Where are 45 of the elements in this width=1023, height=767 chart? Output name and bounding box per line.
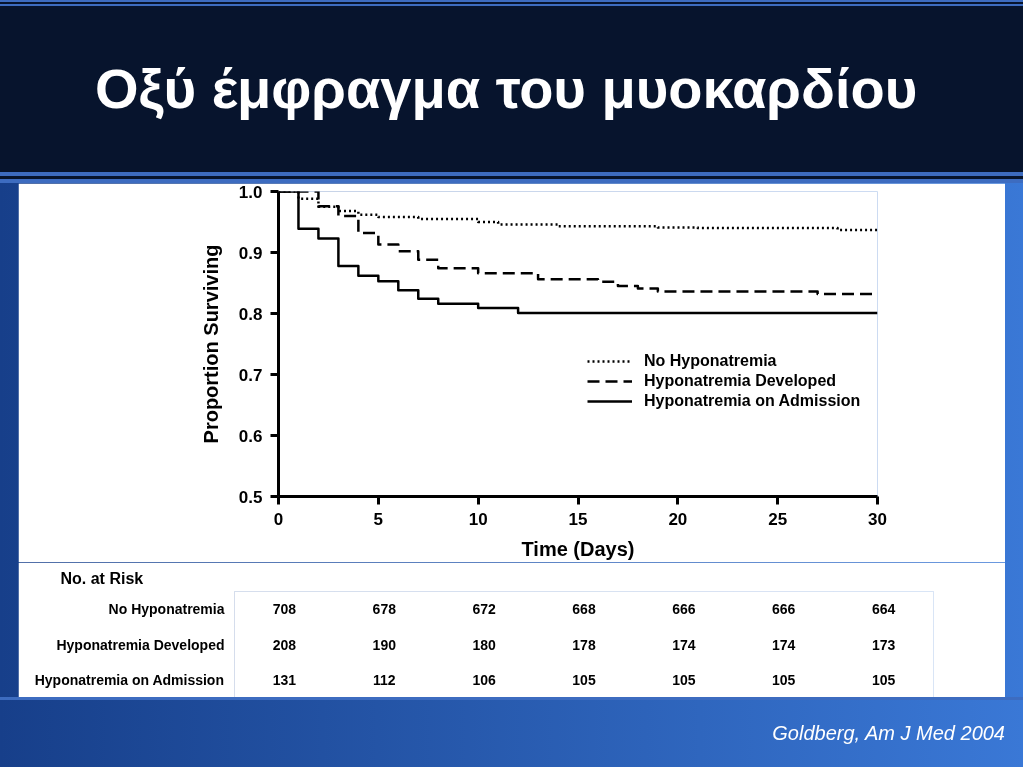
data-label: 190: [372, 636, 397, 653]
data-label: 105: [672, 671, 696, 688]
data-label: 208: [272, 636, 297, 653]
text: No. at Risk: [60, 569, 144, 587]
data-label: 106: [472, 671, 497, 688]
legend-label: Hyponatremia Developed: [644, 372, 837, 390]
data-label: 672: [472, 601, 497, 618]
data-label: 666: [672, 601, 696, 618]
chart-title: Οξύ έμφραγμα του μυοκαρδίου: [95, 56, 918, 122]
legend-label: Hyponatremia on Admission: [644, 392, 861, 410]
data-label: 105: [772, 671, 796, 688]
y-axis-title: Proportion Surviving: [199, 244, 222, 444]
y-tick-label: No Hyponatremia: [108, 601, 225, 618]
y-tick-label: 1.0: [238, 182, 263, 202]
data-label: 173: [871, 636, 896, 653]
x-tick-label: 20: [668, 509, 688, 529]
x-tick-label: 15: [568, 509, 588, 529]
data-label: 666: [772, 601, 796, 618]
x-tick-label: 25: [768, 509, 788, 529]
data-label: 178: [572, 636, 596, 653]
x-tick-label: 5: [373, 509, 384, 529]
x-tick-label: 0: [273, 509, 284, 529]
text: Goldberg, Am J Med 2004: [772, 721, 1005, 747]
data-label: 174: [772, 636, 796, 653]
y-tick-label: Hyponatremia Developed: [56, 636, 225, 653]
data-label: 105: [572, 671, 596, 688]
x-axis-title: Time (Days): [521, 537, 635, 560]
legend-label: No Hyponatremia: [644, 352, 777, 370]
y-tick-label: 0.6: [238, 426, 263, 446]
x-tick-label: 30: [868, 509, 887, 529]
data-label: 678: [372, 601, 397, 618]
y-tick-label: 0.5: [238, 487, 263, 507]
data-label: 105: [871, 671, 896, 688]
data-label: 180: [472, 636, 497, 653]
x-tick-label: 10: [468, 509, 488, 529]
data-label: 112: [372, 671, 396, 688]
data-label: 708: [272, 601, 297, 618]
data-label: 668: [572, 601, 596, 618]
y-tick-label: 0.9: [238, 243, 263, 263]
data-label: 664: [871, 601, 896, 618]
data-label: 174: [672, 636, 696, 653]
y-tick-label: Hyponatremia on Admission: [34, 671, 224, 688]
data-label: 131: [272, 671, 297, 688]
y-tick-label: 0.7: [238, 365, 263, 385]
y-tick-label: 0.8: [238, 304, 263, 324]
